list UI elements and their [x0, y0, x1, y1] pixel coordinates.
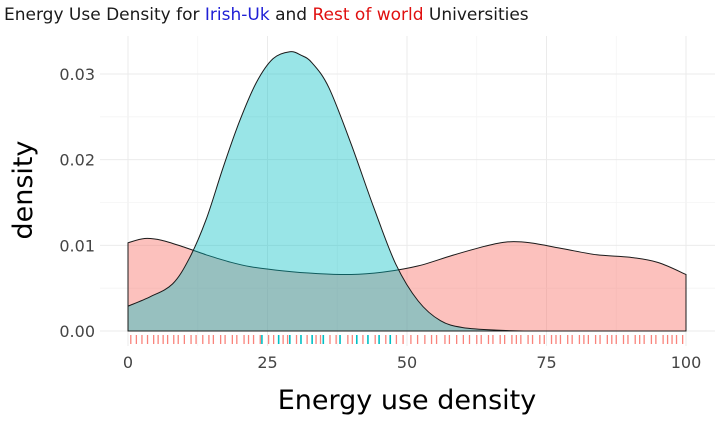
chart-title-part-3: Rest of world — [312, 5, 423, 25]
x-tick-label: 100 — [671, 353, 702, 372]
y-tick-label: 0.01 — [59, 236, 95, 255]
chart-title: Energy Use Density for Irish-Uk and Rest… — [4, 5, 529, 25]
y-axis-title: density — [8, 140, 39, 239]
y-tick-label: 0.00 — [59, 322, 95, 341]
x-tick-label: 25 — [257, 353, 277, 372]
chart-title-part-2: and — [270, 5, 313, 25]
x-axis-title: Energy use density — [278, 385, 536, 416]
y-tick-label: 0.02 — [59, 151, 95, 170]
area-layer — [127, 51, 687, 332]
density-area-irish-uk — [127, 51, 686, 332]
rug-layer — [130, 335, 684, 344]
y-tick-label: 0.03 — [59, 65, 95, 84]
x-tick-labels: 0 25 50 75 100 — [123, 353, 701, 372]
chart-title-part-4: Universities — [424, 5, 529, 25]
x-tick-label: 0 — [123, 353, 133, 372]
x-tick-label: 75 — [536, 353, 556, 372]
chart-title-part-0: Energy Use Density for — [4, 5, 205, 25]
chart-title-part-1: Irish-Uk — [205, 5, 270, 25]
y-tick-labels: 0.00 0.01 0.02 0.03 — [59, 65, 95, 341]
x-tick-label: 50 — [397, 353, 417, 372]
